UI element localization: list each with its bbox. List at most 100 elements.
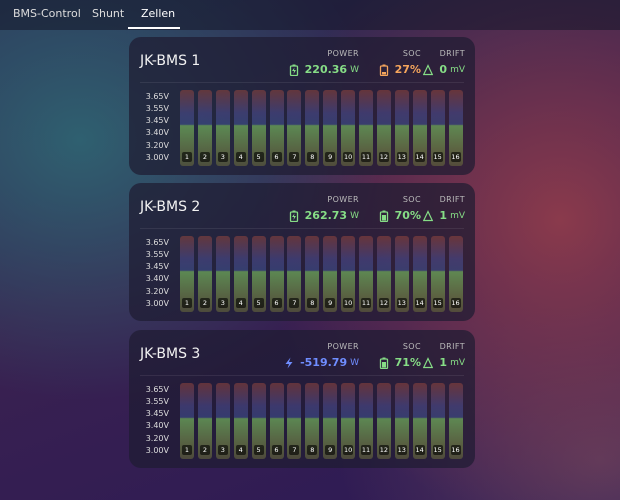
unit: mV	[450, 210, 465, 221]
cell-bar: 12	[376, 383, 391, 459]
value-text: 71%	[394, 356, 421, 369]
cell-number: 14	[414, 152, 425, 162]
divider	[140, 375, 464, 376]
cell-bar: 2	[197, 90, 212, 166]
cell-bar: 6	[269, 383, 284, 459]
cell-bar: 14	[412, 90, 427, 166]
scale-label: 3.55V	[145, 250, 169, 259]
cell-bar: 14	[412, 236, 427, 312]
cell-number: 5	[253, 152, 264, 162]
cell-number: 4	[235, 445, 246, 455]
cell-number: 7	[289, 445, 300, 455]
cell-bar: 15	[430, 90, 445, 166]
stat-value: 262.73 W	[289, 209, 359, 222]
scale-label: 3.20V	[145, 287, 169, 296]
cell-number: 1	[182, 152, 192, 162]
cell-number: 7	[289, 298, 300, 308]
tab[interactable]: BMS-Control	[13, 7, 81, 20]
cell-bar: 6	[269, 90, 284, 166]
cell-bar: 15	[430, 383, 445, 459]
cell-bar: 3	[215, 236, 230, 312]
cell-bar: 9	[323, 383, 338, 459]
card-title: JK-BMS 1	[140, 53, 201, 69]
cell-bar: 2	[197, 236, 212, 312]
cell-number: 4	[235, 298, 246, 308]
stat: DRIFT 0 mV	[423, 49, 465, 76]
stat: DRIFT 1 mV	[423, 195, 465, 222]
cell-bar: 10	[341, 383, 356, 459]
cell-number: 2	[199, 445, 210, 455]
stat-label: DRIFT	[439, 195, 465, 204]
cell-number: 10	[343, 298, 354, 308]
cell-number: 10	[343, 445, 354, 455]
value-text: 0	[439, 63, 448, 76]
cell-number: 3	[217, 152, 228, 162]
cell-number: 9	[325, 298, 336, 308]
cell-bar: 5	[251, 90, 266, 166]
cell-bar: 6	[269, 236, 284, 312]
icon	[379, 210, 388, 222]
cell-bar: 4	[233, 383, 248, 459]
stat: DRIFT 1 mV	[423, 342, 465, 369]
unit: W	[350, 210, 359, 221]
unit: W	[350, 357, 359, 368]
scale-label: 3.45V	[145, 262, 169, 271]
icon	[379, 357, 388, 369]
stat-label: POWER	[327, 342, 359, 351]
cell-bar: 10	[341, 236, 356, 312]
tab[interactable]: Zellen	[141, 7, 176, 20]
value-text: 220.36	[304, 63, 348, 76]
tab-bar: BMS-Control Shunt Zellen	[0, 0, 620, 30]
cell-number: 14	[414, 445, 425, 455]
cell-number: 13	[396, 298, 407, 308]
card-title: JK-BMS 2	[140, 199, 201, 215]
cell-number: 3	[217, 445, 228, 455]
scale-label: 3.00V	[145, 153, 169, 162]
cell-bar: 1	[180, 383, 194, 459]
value-text: 27%	[394, 63, 421, 76]
cell-bar: 3	[215, 383, 230, 459]
scale-label: 3.40V	[145, 421, 169, 430]
cell-number: 11	[361, 298, 371, 308]
cell-bar: 8	[305, 90, 320, 166]
cell-number: 1	[182, 445, 192, 455]
cell-bar: 11	[359, 236, 373, 312]
cell-number: 13	[396, 152, 407, 162]
stat: SOC 70%	[379, 195, 421, 222]
cell-number: 9	[325, 445, 336, 455]
icon	[423, 209, 434, 221]
active-tab-indicator	[128, 27, 180, 29]
cell-bar: 7	[287, 236, 302, 312]
cell-bar: 9	[323, 236, 338, 312]
cell-bar: 8	[305, 383, 320, 459]
cell-bar: 9	[323, 90, 338, 166]
cell-number: 16	[450, 152, 461, 162]
cell-bar: 16	[448, 383, 463, 459]
bms-card: JK-BMS 1 POWER 220.36 W SOC 27% DRIFT 0 mV 3.65V 3…	[129, 37, 475, 175]
cell-number: 12	[378, 152, 389, 162]
icon	[289, 210, 298, 222]
cell-number: 1	[182, 298, 192, 308]
tab[interactable]: Shunt	[92, 7, 125, 20]
unit: mV	[450, 357, 465, 368]
cell-bar: 11	[359, 90, 373, 166]
cell-bar: 5	[251, 236, 266, 312]
cell-bar: 8	[305, 236, 320, 312]
cell-bar: 12	[376, 90, 391, 166]
stat-value: 1 mV	[423, 356, 465, 369]
cell-number: 16	[450, 445, 461, 455]
cell-number: 11	[361, 445, 371, 455]
stat-value: 220.36 W	[289, 63, 359, 76]
bms-card: JK-BMS 2 POWER 262.73 W SOC 70% DRIFT 1 mV 3.65V 3…	[129, 183, 475, 321]
cell-number: 5	[253, 445, 264, 455]
cell-number: 14	[414, 298, 425, 308]
cell-bar: 13	[394, 236, 409, 312]
stat: POWER 220.36 W	[289, 49, 359, 76]
cell-bar: 10	[341, 90, 356, 166]
cell-bar: 4	[233, 90, 248, 166]
cell-number: 8	[307, 152, 318, 162]
cell-bar: 2	[197, 383, 212, 459]
cell-bar: 12	[376, 236, 391, 312]
scale-label: 3.20V	[145, 141, 169, 150]
